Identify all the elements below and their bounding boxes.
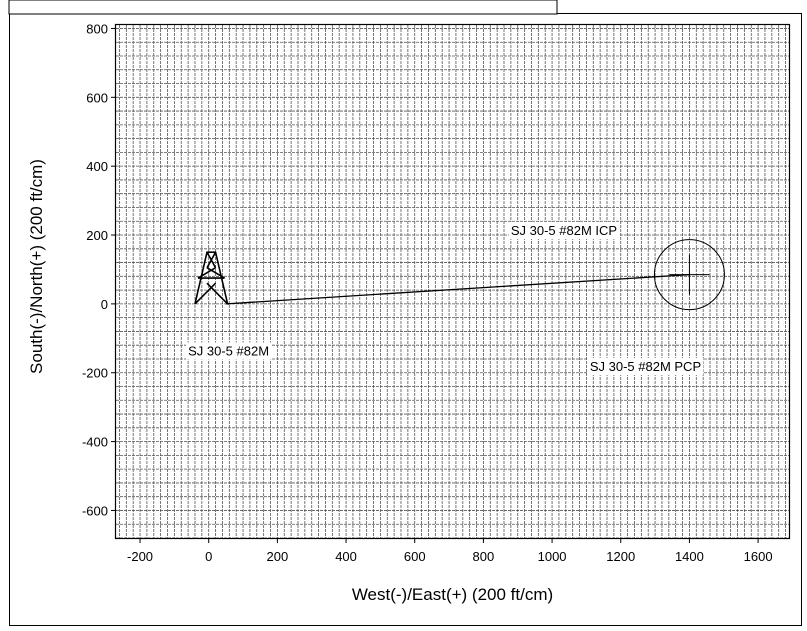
y-tick-label: 600 [86, 90, 108, 105]
annotation: SJ 30-5 #82M PCP [587, 358, 704, 376]
y-tick-label: 800 [86, 21, 108, 36]
x-tick-label: 1600 [744, 549, 773, 564]
y-tick-label: -400 [82, 435, 108, 450]
annotation: SJ 30-5 #82M [186, 342, 272, 360]
x-tick-label: -200 [127, 549, 153, 564]
x-tick-label: 600 [404, 549, 426, 564]
derrick-icon [194, 251, 230, 305]
target-circle [653, 239, 725, 311]
annotation-label: SJ 30-5 #82M PCP [590, 359, 701, 374]
plot-frame [114, 23, 791, 540]
x-tick-label: 1200 [606, 549, 635, 564]
y-tick-label: -200 [82, 366, 108, 381]
x-tick-label: 1400 [675, 549, 704, 564]
x-tick-labels: -200 0 200 400 600 800 1000 1200 1400 1600 [127, 538, 773, 564]
x-tick-label: 800 [473, 549, 495, 564]
x-tick-label: 200 [267, 549, 289, 564]
y-tick-label: 200 [86, 228, 108, 243]
y-tick-labels: 800 600 400 200 0 -200 -400 -600 [82, 21, 116, 518]
y-tick-label: 0 [101, 297, 108, 312]
target-circle-icon [653, 239, 725, 311]
y-tick-label: 400 [86, 159, 108, 174]
annotation-bg [508, 222, 620, 240]
y-tick-label: -600 [82, 503, 108, 518]
x-axis-label: West(-)/East(+) (200 ft/cm) [352, 585, 553, 604]
wellpath-line [225, 273, 690, 305]
x-tick-label: 0 [205, 549, 212, 564]
x-tick-label: 1000 [538, 549, 567, 564]
header-box [8, 0, 558, 15]
annotation-bg [186, 342, 272, 360]
y-axis-label: South(-)/North(+) (200 ft/cm) [27, 159, 46, 374]
annotation-label: SJ 30-5 #82M [188, 344, 269, 359]
outer-frame [9, 13, 802, 626]
annotation-bg [587, 358, 704, 376]
derrick-path [194, 251, 229, 305]
series-group [225, 273, 690, 305]
annotation: SJ 30-5 #82M ICP [508, 222, 620, 240]
annotation-label: SJ 30-5 #82M ICP [511, 223, 617, 238]
annotations: SJ 30-5 #82M SJ 30-5 #82M ICP SJ 30-5 #82M… [186, 222, 704, 376]
x-tick-label: 400 [335, 549, 357, 564]
